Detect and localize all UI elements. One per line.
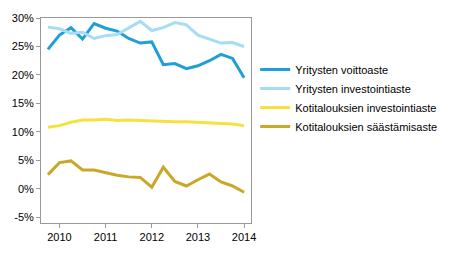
- svg-text:Yritysten investointiaste: Yritysten investointiaste: [295, 83, 411, 95]
- svg-text:2013: 2013: [186, 231, 210, 243]
- svg-text:Yritysten voittoaste: Yritysten voittoaste: [295, 64, 388, 76]
- svg-text:Kotitalouksien säästämisaste: Kotitalouksien säästämisaste: [295, 121, 437, 133]
- svg-text:30%: 30%: [12, 12, 34, 24]
- svg-text:-5%: -5%: [14, 211, 34, 223]
- svg-text:0%: 0%: [18, 183, 34, 195]
- svg-text:10%: 10%: [12, 126, 34, 138]
- svg-text:2011: 2011: [94, 231, 118, 243]
- svg-text:2012: 2012: [140, 231, 164, 243]
- svg-text:Kotitalouksien investointiaste: Kotitalouksien investointiaste: [295, 102, 436, 114]
- svg-text:2010: 2010: [47, 231, 71, 243]
- svg-text:25%: 25%: [12, 40, 34, 52]
- svg-text:2014: 2014: [232, 231, 256, 243]
- svg-text:15%: 15%: [12, 97, 34, 109]
- svg-text:5%: 5%: [18, 154, 34, 166]
- svg-text:20%: 20%: [12, 69, 34, 81]
